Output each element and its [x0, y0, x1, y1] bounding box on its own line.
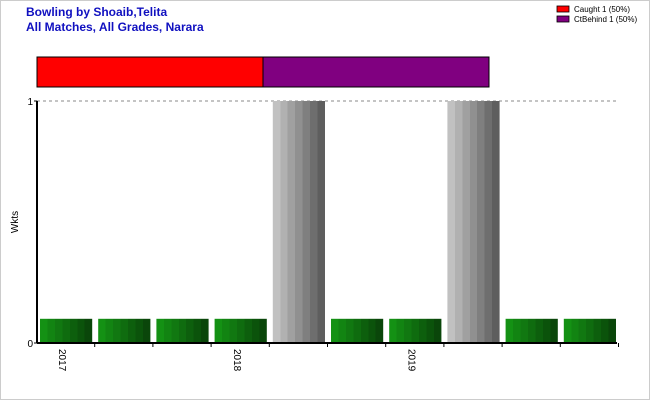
legend-label: Caught 1 (50%) — [574, 5, 630, 14]
legend-swatch — [556, 15, 570, 23]
share-segment — [262, 56, 490, 88]
x-tick-label: 2017 — [56, 349, 67, 372]
x-tick-label: 2019 — [405, 349, 416, 372]
chart-subtitle: All Matches, All Grades, Narara — [26, 20, 204, 34]
x-tick-label: 2018 — [231, 349, 242, 372]
bar — [505, 318, 558, 343]
bar — [272, 101, 325, 343]
legend-label: CtBehind 1 (50%) — [574, 15, 637, 24]
bar — [331, 318, 384, 343]
y-tick-label: 0 — [27, 339, 33, 350]
legend-swatch — [556, 5, 570, 13]
bar — [156, 318, 209, 343]
y-axis-label: Wkts — [10, 211, 21, 233]
bar — [563, 318, 616, 343]
share-segment — [36, 56, 264, 88]
bar — [389, 318, 442, 343]
chart-title: Bowling by Shoaib,Telita — [26, 5, 167, 19]
bar — [40, 318, 93, 343]
bar — [447, 101, 500, 343]
y-tick-label: 1 — [27, 97, 33, 108]
bar — [98, 318, 151, 343]
bar — [214, 318, 267, 343]
